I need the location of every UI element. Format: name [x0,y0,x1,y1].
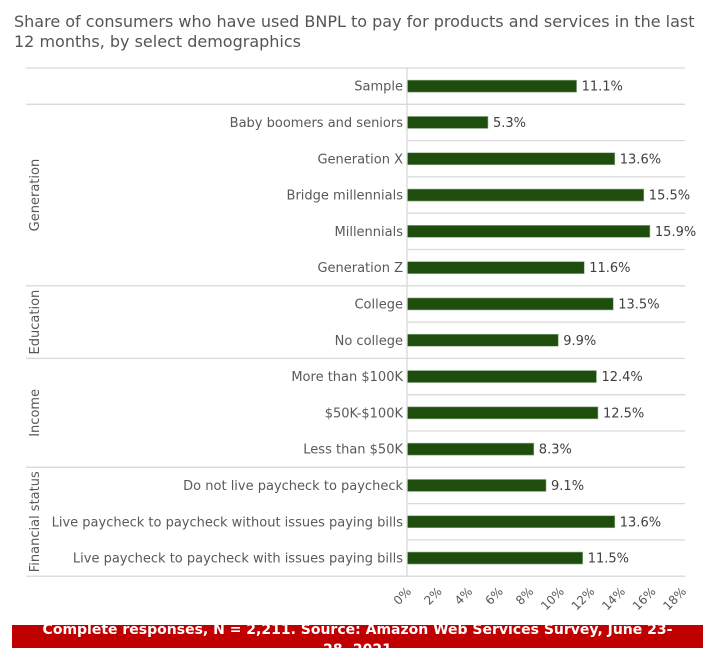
category-label: No college [335,334,403,349]
data-label: 9.1% [551,479,584,494]
data-label: 11.6% [589,261,630,276]
category-label: $50K-$100K [325,406,404,421]
category-label: Do not live paycheck to paycheck [183,479,403,494]
category-label: Generation Z [317,261,403,276]
data-label: 12.4% [601,370,642,385]
data-label: 5.3% [493,116,526,131]
x-tick-label: 0% [391,584,414,607]
x-tick-label: 8% [513,584,536,607]
x-tick-label: 2% [421,584,444,607]
category-label: Baby boomers and seniors [230,116,404,131]
bar [406,406,599,420]
bar [406,442,535,456]
footer-text: Complete responses, N = 2,211. Source: A… [42,625,673,648]
category-label: More than $100K [291,370,403,385]
category-label: College [354,297,403,312]
category-label: Less than $50K [303,443,403,458]
source-footer: Complete responses, N = 2,211. Source: A… [12,625,703,648]
bar [406,188,645,202]
bar [406,261,585,274]
data-label: 13.6% [620,152,661,167]
x-tick-label: 10% [538,584,567,613]
bar [406,297,614,311]
data-label: 15.5% [649,189,690,204]
x-tick-label: 16% [630,584,659,613]
data-label: 13.6% [620,515,661,530]
bar [406,79,577,93]
bar [406,370,597,383]
chart-title: Share of consumers who have used BNPL to… [14,12,695,51]
category-label: Millennials [335,225,404,240]
data-label: 11.1% [582,80,623,95]
bar [406,225,651,238]
data-label: 15.9% [655,225,696,240]
bar [406,479,547,492]
bar [406,116,489,129]
data-label: 13.5% [618,297,659,312]
x-tick-label: 4% [452,584,475,607]
bar [406,333,559,347]
bar [406,515,616,529]
data-label: 12.5% [603,406,644,421]
bar-chart: Sample 11.1% Baby boomers and seniors 5.3% G… [26,67,696,613]
data-label: 9.9% [563,334,596,349]
category-label: Live paycheck to paycheck with issues pa… [73,552,403,567]
category-label: Generation X [317,152,403,167]
x-tick-label: 6% [482,584,505,607]
data-label: 8.3% [539,443,572,458]
data-label: 11.5% [588,552,629,567]
category-label: Live paycheck to paycheck without issues… [52,515,404,530]
group-label: Financial status [28,471,43,572]
group-label: Generation [28,159,43,232]
group-label: Education [28,290,43,355]
x-tick-label: 14% [599,584,628,613]
bar [406,152,616,166]
group-label: Income [28,389,43,437]
x-tick-label: 18% [660,584,689,613]
x-tick-label: 12% [569,584,598,613]
category-label: Bridge millennials [287,189,404,204]
bar [406,551,583,565]
category-label: Sample [354,80,403,95]
